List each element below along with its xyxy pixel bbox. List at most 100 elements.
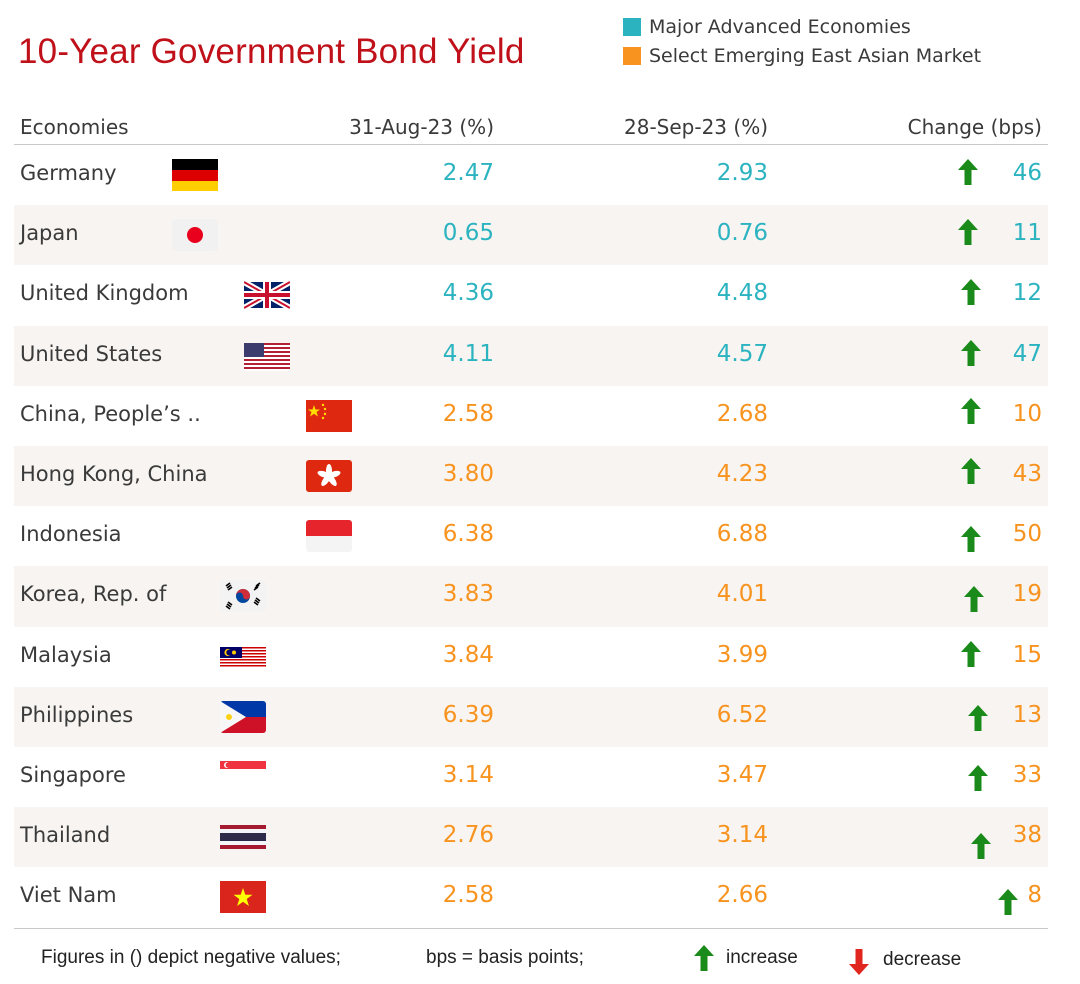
value-sep: 2.93 [716, 160, 768, 186]
header-change: Change (bps) [907, 115, 1042, 139]
table-row: Indonesia 6.38 6.88 50 [14, 506, 1048, 566]
up-arrow-icon [958, 219, 978, 246]
up-arrow-icon [961, 339, 981, 366]
value-sep: 0.76 [716, 220, 768, 247]
footer-increase-label: increase [726, 947, 798, 968]
up-arrow-icon [964, 586, 984, 613]
up-arrow-icon [998, 889, 1018, 916]
legend-item-emerging: Select Emerging East Asian Market [623, 41, 981, 70]
table-header: Economies 31-Aug-23 (%) 28-Sep-23 (%) Ch… [14, 112, 1048, 145]
economy-name: Viet Nam [20, 883, 117, 908]
economy-name: Singapore [20, 762, 126, 787]
value-change: 15 [1012, 641, 1042, 668]
value-aug: 6.38 [442, 521, 494, 548]
value-sep: 4.23 [716, 460, 768, 487]
up-arrow-icon [961, 397, 981, 424]
table-row: China, People’s .. 2.58 2.68 10 [14, 386, 1048, 446]
value-aug: 2.58 [442, 882, 494, 909]
up-arrow-icon [968, 704, 988, 731]
legend: Major Advanced Economies Select Emerging… [623, 12, 981, 70]
chart-title: 10-Year Government Bond Yield [18, 32, 525, 71]
value-sep: 6.88 [716, 521, 768, 548]
value-change: 46 [1012, 160, 1042, 186]
table-row: Germany 2.47 2.93 46 [14, 145, 1048, 205]
economy-name: Philippines [20, 702, 134, 727]
value-sep: 2.66 [716, 882, 768, 909]
increase-arrow-icon [694, 945, 714, 971]
value-change: 47 [1012, 340, 1042, 367]
indonesia-flag-icon [306, 520, 352, 553]
economy-name: United States [20, 341, 163, 366]
value-aug: 6.39 [442, 701, 494, 728]
table-row: United States 4.11 4.57 47 [14, 325, 1048, 386]
korea-flag-icon [220, 580, 266, 613]
value-aug: 3.83 [442, 581, 494, 608]
china-flag-icon [306, 399, 352, 432]
philippines-flag-icon [220, 700, 266, 733]
table-row: Viet Nam 2.58 2.66 8 [14, 867, 1048, 927]
value-sep: 4.01 [716, 581, 768, 608]
footer-decrease-label: decrease [883, 949, 962, 970]
value-aug: 2.76 [442, 822, 494, 849]
table-row: Singapore 3.14 3.47 33 [14, 747, 1048, 807]
legend-swatch-advanced [623, 17, 641, 36]
footer-note-bps: bps = basis points; [426, 947, 584, 968]
economy-name: Korea, Rep. of [20, 582, 167, 607]
table-row: Malaysia 3.84 3.99 15 [14, 627, 1048, 687]
value-sep: 3.14 [716, 822, 768, 849]
economy-name: Indonesia [20, 522, 122, 547]
up-arrow-icon [958, 159, 978, 185]
value-sep: 4.57 [716, 340, 768, 367]
table-row: Korea, Rep. of 3.83 4.01 19 [14, 566, 1048, 627]
value-change: 8 [1027, 882, 1042, 909]
value-aug: 2.47 [442, 160, 494, 186]
value-aug: 2.58 [442, 400, 494, 427]
value-aug: 3.14 [442, 761, 494, 788]
up-arrow-icon [971, 833, 991, 860]
malaysia-flag-icon [220, 646, 266, 668]
value-sep: 3.47 [716, 761, 768, 788]
economy-name: Thailand [20, 823, 111, 848]
germany-flag-icon [172, 159, 218, 191]
value-change: 19 [1012, 581, 1042, 608]
header-sep: 28-Sep-23 (%) [624, 115, 768, 139]
table-row: Thailand 2.76 3.14 38 [14, 807, 1048, 868]
value-change: 38 [1012, 822, 1042, 849]
legend-label-emerging: Select Emerging East Asian Market [649, 44, 982, 67]
value-aug: 3.80 [442, 460, 494, 487]
up-arrow-icon [961, 526, 981, 553]
footer-note-negative: Figures in () depict negative values; [41, 947, 341, 968]
uk-flag-icon [244, 279, 290, 311]
up-arrow-icon [968, 764, 988, 791]
table-row: Philippines 6.39 6.52 13 [14, 686, 1048, 747]
value-change: 50 [1012, 521, 1042, 548]
japan-flag-icon [172, 219, 218, 252]
legend-label-advanced: Major Advanced Economies [649, 15, 911, 38]
economy-name: Malaysia [20, 642, 112, 667]
value-sep: 2.68 [716, 400, 768, 427]
value-aug: 0.65 [442, 220, 494, 247]
value-aug: 4.11 [442, 340, 494, 367]
economy-name: United Kingdom [20, 281, 189, 306]
decrease-arrow-icon [849, 949, 869, 975]
value-aug: 3.84 [442, 641, 494, 668]
us-flag-icon [244, 342, 290, 371]
economy-name: Hong Kong, China [20, 461, 208, 486]
value-sep: 6.52 [716, 701, 768, 728]
singapore-flag-icon [220, 760, 266, 777]
hong-kong-flag-icon [306, 459, 352, 492]
value-aug: 4.36 [442, 280, 494, 307]
table-row: Japan 0.65 0.76 11 [14, 205, 1048, 266]
up-arrow-icon [961, 457, 981, 484]
table-body: Germany 2.47 2.93 46 Japan 0.65 0.76 11 United K… [14, 145, 1048, 927]
economy-name: Germany [20, 161, 117, 185]
value-change: 10 [1012, 400, 1042, 427]
table-row: United Kingdom 4.36 4.48 12 [14, 265, 1048, 325]
value-change: 11 [1012, 220, 1042, 247]
value-change: 33 [1012, 761, 1042, 788]
viet-nam-flag-icon [220, 881, 266, 914]
value-sep: 3.99 [716, 641, 768, 668]
up-arrow-icon [961, 279, 981, 306]
up-arrow-icon [961, 640, 981, 667]
footer: Figures in () depict negative values; bp… [14, 928, 1048, 984]
